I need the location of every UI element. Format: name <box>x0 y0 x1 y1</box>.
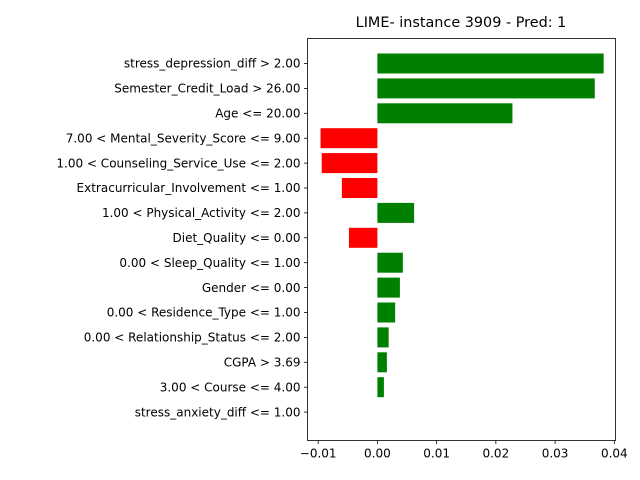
bar <box>377 302 396 323</box>
plot-frame <box>307 38 616 441</box>
bar <box>377 327 389 348</box>
y-tick-label: 1.00 < Physical_Activity <= 2.00 <box>102 206 301 220</box>
y-tick-label: 0.00 < Residence_Type <= 1.00 <box>107 306 301 320</box>
y-tick-label: 0.00 < Relationship_Status <= 2.00 <box>84 331 301 345</box>
x-tick-label: 0.04 <box>601 447 628 461</box>
bar <box>377 377 384 398</box>
chart-title: LIME- instance 3909 - Pred: 1 <box>356 15 567 31</box>
y-tick-label: 3.00 < Course <= 4.00 <box>160 380 301 394</box>
y-tick-label: Extracurricular_Involvement <= 1.00 <box>77 181 301 195</box>
bars-group <box>320 53 604 398</box>
y-tick-label: Age <= 20.00 <box>215 107 300 121</box>
y-tick-label: stress_depression_diff > 2.00 <box>124 57 301 71</box>
y-tick-label: 1.00 < Counseling_Service_Use <= 2.00 <box>56 156 300 170</box>
bar <box>377 252 403 273</box>
bar <box>377 103 513 124</box>
bar <box>377 352 387 373</box>
x-tick-label: 0.03 <box>542 447 569 461</box>
bar <box>377 78 595 99</box>
bar <box>320 128 378 149</box>
x-tick-label: −0.01 <box>300 447 337 461</box>
y-tick-label: 0.00 < Sleep_Quality <= 1.00 <box>119 256 300 270</box>
x-ticks: −0.01 0.00 0.01 0.02 0.03 0.04 <box>300 440 628 461</box>
y-tick-label: Semester_Credit_Load > 26.00 <box>114 82 300 96</box>
y-tick-label: CGPA > 3.69 <box>224 356 301 370</box>
bar <box>321 153 378 174</box>
y-tick-label: 7.00 < Mental_Severity_Score <= 9.00 <box>66 131 301 145</box>
y-tick-label: stress_anxiety_diff <= 1.00 <box>135 405 301 419</box>
y-tick-label: Gender <= 0.00 <box>202 281 301 295</box>
bar <box>377 53 604 74</box>
x-tick-label: 0.01 <box>423 447 450 461</box>
x-tick-label: 0.02 <box>482 447 509 461</box>
y-tick-labels: stress_depression_diff > 2.00 Semester_Cr… <box>56 57 308 419</box>
bar <box>377 202 415 223</box>
bar <box>377 277 400 298</box>
bar <box>341 178 378 198</box>
x-tick-label: 0.00 <box>364 447 391 461</box>
bar <box>348 227 378 248</box>
y-tick-label: Diet_Quality <= 0.00 <box>173 231 301 245</box>
